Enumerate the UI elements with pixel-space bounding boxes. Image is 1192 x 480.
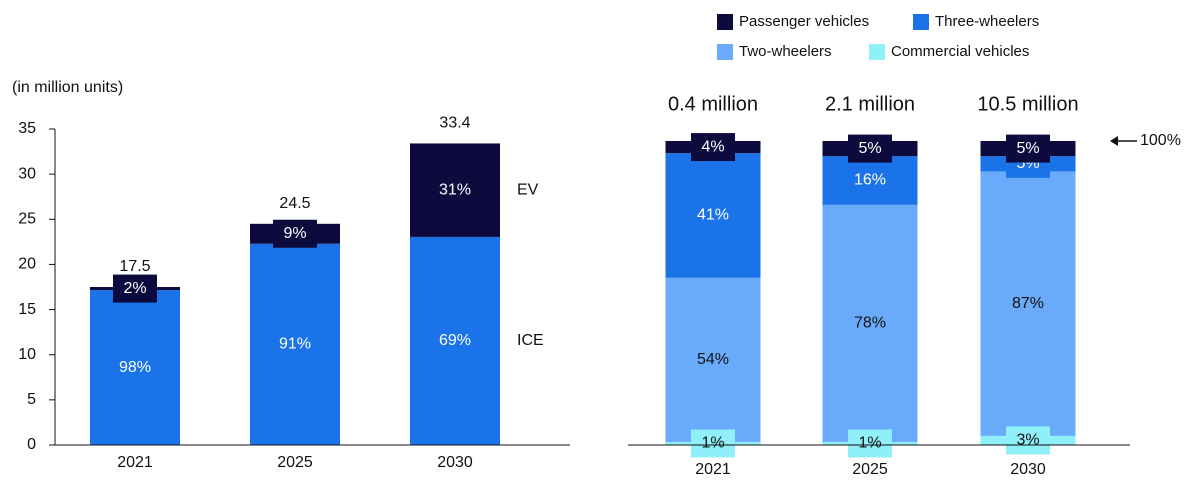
- legend-swatch: [869, 44, 885, 60]
- y-tick-label: 25: [18, 211, 36, 228]
- legend-swatch: [913, 14, 929, 30]
- data-label: 78%: [854, 315, 886, 332]
- data-label: 31%: [439, 181, 471, 198]
- total-label: 24.5: [279, 195, 310, 212]
- bar-segment: [410, 236, 500, 445]
- y-tick-label: 10: [18, 346, 36, 363]
- top-label: 0.4 million: [668, 93, 758, 115]
- bar-segment: [980, 171, 1076, 436]
- y-tick-label: 35: [18, 120, 36, 137]
- bar-segment: [665, 153, 761, 278]
- legend-swatch: [717, 14, 733, 30]
- bar-segment: [410, 143, 500, 237]
- series-label: EV: [517, 181, 539, 198]
- bar-segment: [822, 156, 918, 205]
- data-label: 98%: [119, 359, 151, 376]
- x-tick-label: 2025: [277, 454, 313, 471]
- data-label: 4%: [701, 138, 724, 155]
- x-tick-label: 2025: [852, 461, 888, 478]
- data-label: 54%: [697, 351, 729, 368]
- legend-label: Passenger vehicles: [739, 13, 869, 30]
- bar-segment: [665, 277, 761, 442]
- total-label: 33.4: [439, 115, 470, 132]
- legend-label: Two-wheelers: [739, 43, 832, 60]
- top-label: 2.1 million: [825, 93, 915, 115]
- label-box: [273, 219, 317, 248]
- data-label: 5%: [1016, 140, 1039, 157]
- y-tick-label: 15: [18, 301, 36, 318]
- bar-segment: [250, 243, 340, 445]
- data-label: 3%: [1016, 432, 1039, 449]
- label-box: [691, 133, 735, 162]
- y-tick-label: 30: [18, 165, 36, 182]
- data-label: 16%: [854, 172, 886, 189]
- y-axis-label: (in million units): [12, 79, 123, 96]
- legend-swatch: [717, 44, 733, 60]
- bar-segment: [90, 290, 180, 445]
- total-label: 17.5: [119, 258, 150, 275]
- series-label: ICE: [517, 332, 544, 349]
- bar-segment: [822, 204, 918, 442]
- data-label: 1%: [701, 435, 724, 452]
- data-label: 87%: [1012, 295, 1044, 312]
- y-tick-label: 20: [18, 256, 36, 273]
- label-box: [113, 274, 157, 303]
- label-box: [1006, 134, 1050, 163]
- label-box: [1006, 426, 1050, 455]
- data-label: 2%: [123, 280, 146, 297]
- y-tick-label: 5: [27, 391, 36, 408]
- label-box: [848, 134, 892, 163]
- data-label: 69%: [439, 332, 471, 349]
- legend-label: Commercial vehicles: [891, 43, 1029, 60]
- x-tick-label: 2030: [1010, 461, 1046, 478]
- arrow-head: [1110, 136, 1118, 146]
- annotation: 100%: [1140, 132, 1181, 149]
- top-label: 10.5 million: [977, 93, 1078, 115]
- y-tick-label: 0: [27, 436, 36, 453]
- data-label: 5%: [858, 140, 881, 157]
- data-label: 91%: [279, 336, 311, 353]
- label-box: [691, 429, 735, 458]
- x-tick-label: 2021: [695, 461, 731, 478]
- data-label: 9%: [283, 225, 306, 242]
- label-box: [848, 429, 892, 458]
- legend-label: Three-wheelers: [935, 13, 1039, 30]
- data-label: 41%: [697, 207, 729, 224]
- data-label: 1%: [858, 435, 881, 452]
- x-tick-label: 2021: [117, 454, 153, 471]
- x-tick-label: 2030: [437, 454, 473, 471]
